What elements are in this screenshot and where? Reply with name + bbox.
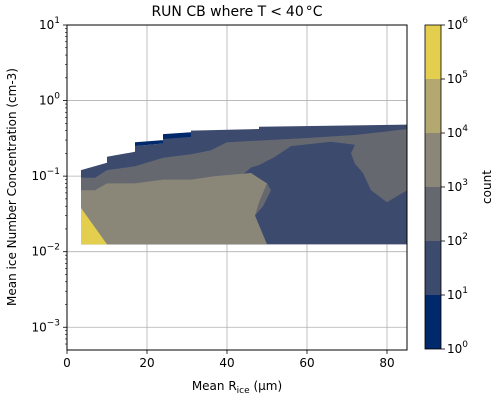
x-tick-label: 60 xyxy=(299,356,314,370)
colorbar-ticks: 100 101 102 103 104 105 106 xyxy=(441,16,468,356)
colorbar-segment xyxy=(425,79,441,133)
y-tick-label: 100 xyxy=(39,92,60,108)
heatmap-region xyxy=(81,173,267,245)
x-axis-ticks: 0 20 40 60 80 xyxy=(63,350,395,370)
colorbar-segment xyxy=(425,187,441,241)
colorbar-segment xyxy=(425,241,441,295)
colorbar-segment xyxy=(425,25,441,79)
x-tick-label: 20 xyxy=(139,356,154,370)
colorbar-tick-label: 102 xyxy=(447,232,468,248)
colorbar-tick-label: 104 xyxy=(447,124,468,140)
colorbar-label: count xyxy=(480,170,494,204)
colorbar xyxy=(425,25,441,349)
y-tick-label: 10−3 xyxy=(31,318,60,334)
colorbar-tick-label: 100 xyxy=(447,340,468,356)
y-tick-label: 10−2 xyxy=(31,243,60,259)
colorbar-tick-label: 101 xyxy=(447,286,468,302)
colorbar-segment xyxy=(425,133,441,187)
heatmap-regions xyxy=(81,124,407,245)
colorbar-tick-label: 105 xyxy=(447,70,468,86)
x-tick-label: 80 xyxy=(379,356,394,370)
plot-frame xyxy=(66,24,408,351)
x-tick-label: 40 xyxy=(219,356,234,370)
heatmap-region xyxy=(81,207,107,245)
heatmap-region xyxy=(135,132,191,147)
y-axis-ticks: 10−3 10−2 10−1 100 101 xyxy=(31,16,67,345)
x-tick-label: 0 xyxy=(63,356,71,370)
colorbar-tick-label: 106 xyxy=(447,16,468,32)
x-axis-label: Mean Rice (μm) xyxy=(192,379,282,396)
colorbar-tick-label: 103 xyxy=(447,178,468,194)
y-tick-label: 10−1 xyxy=(31,167,60,183)
y-axis-label: Mean ice Number Concentration (cm-3) xyxy=(5,68,19,306)
y-tick-label: 101 xyxy=(39,16,60,32)
colorbar-segment xyxy=(425,295,441,349)
chart-title: RUN CB where T <40 °C xyxy=(151,4,322,20)
